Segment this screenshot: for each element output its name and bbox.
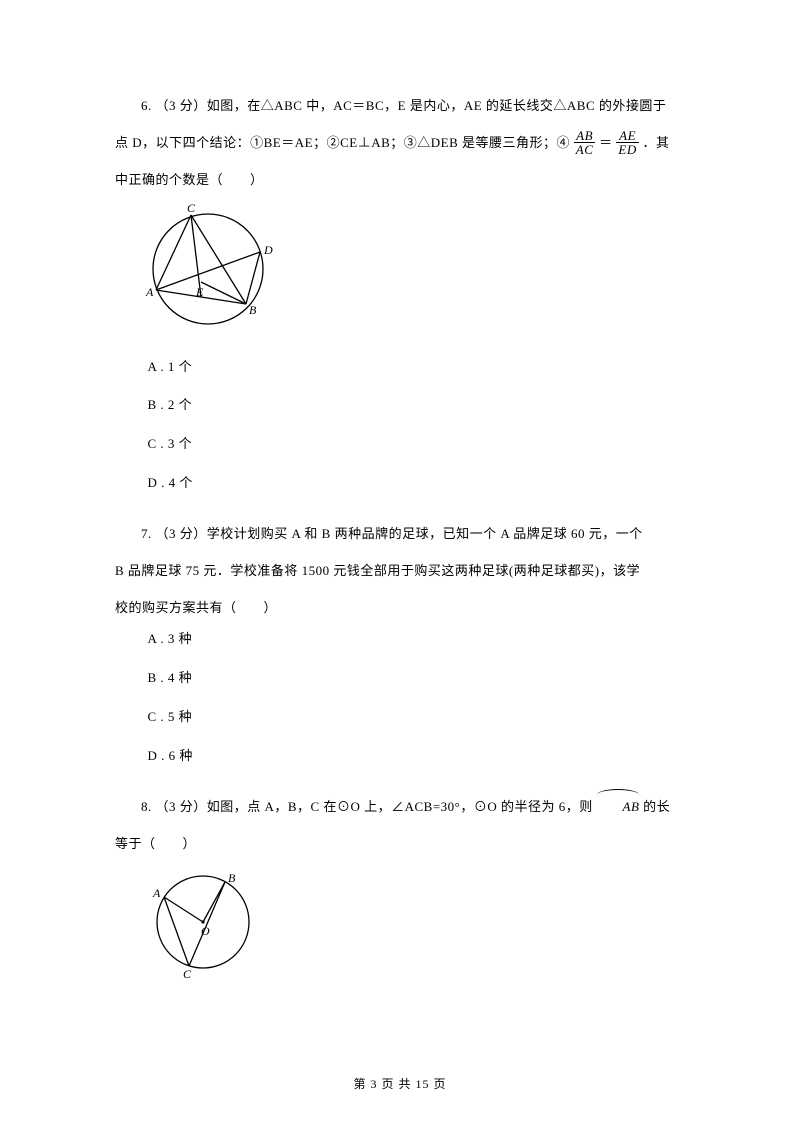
q6-optD: D . 4 个 — [115, 473, 685, 494]
svg-text:C: C — [183, 967, 192, 981]
svg-text:C: C — [187, 204, 196, 215]
q6-optC: C . 3 个 — [115, 434, 685, 455]
q6-line2b: ．其 — [643, 135, 670, 150]
svg-text:E: E — [195, 285, 204, 299]
q8-line1: 8. （3 分）如图，点 A，B，C 在⊙O 上，∠ACB=30°，⊙O 的半径… — [115, 791, 685, 822]
q6-line1: 6. （3 分）如图，在△ABC 中，AC＝BC，E 是内心，AE 的延长线交△… — [115, 90, 685, 121]
q6-frac1-num: AB — [574, 129, 596, 143]
q7-optC: C . 5 种 — [115, 707, 685, 728]
q7-optA: A . 3 种 — [115, 629, 685, 650]
q6-figure: A B C D E — [143, 204, 685, 339]
q8-figure: A B C O — [143, 867, 685, 987]
q6-frac2-den: ED — [616, 143, 638, 156]
q6-svg: A B C D E — [143, 204, 278, 334]
q6-line2: 点 D，以下四个结论：①BE＝AE；②CE⊥AB；③△DEB 是等腰三角形；④ … — [115, 127, 685, 158]
q6-frac1-den: AC — [574, 143, 596, 156]
q7-line3: 校的购买方案共有（ ） — [115, 592, 685, 623]
q7-optD: D . 6 种 — [115, 746, 685, 767]
svg-text:B: B — [228, 871, 236, 885]
svg-text:A: A — [145, 285, 154, 299]
q6-frac2-num: AE — [616, 129, 638, 143]
q6-line3: 中正确的个数是（ ） — [115, 164, 685, 195]
q6-eq: ＝ — [599, 135, 613, 150]
q8-line1b: 的长 — [643, 799, 670, 814]
q8-line1a: 8. （3 分）如图，点 A，B，C 在⊙O 上，∠ACB=30°，⊙O 的半径… — [141, 799, 597, 814]
svg-text:O: O — [201, 924, 210, 938]
arc-ab: AB — [597, 791, 640, 822]
q6-optB: B . 2 个 — [115, 395, 685, 416]
q8-svg: A B C O — [143, 867, 263, 982]
q6-optA: A . 1 个 — [115, 357, 685, 378]
q7-line2: B 品牌足球 75 元．学校准备将 1500 元钱全部用于购买这两种足球(两种足… — [115, 555, 685, 586]
q8-line2: 等于（ ） — [115, 828, 685, 859]
svg-text:A: A — [152, 886, 161, 900]
page: 6. （3 分）如图，在△ABC 中，AC＝BC，E 是内心，AE 的延长线交△… — [0, 0, 800, 1132]
q6-frac1: AB AC — [574, 129, 596, 156]
q7-optB: B . 4 种 — [115, 668, 685, 689]
svg-text:D: D — [263, 243, 273, 257]
q6-line2a: 点 D，以下四个结论：①BE＝AE；②CE⊥AB；③△DEB 是等腰三角形；④ — [115, 135, 574, 150]
q7-line1: 7. （3 分）学校计划购买 A 和 B 两种品牌的足球，已知一个 A 品牌足球… — [115, 518, 685, 549]
q6-frac2: AE ED — [616, 129, 638, 156]
svg-text:B: B — [249, 303, 257, 317]
page-footer: 第 3 页 共 15 页 — [0, 1075, 800, 1092]
